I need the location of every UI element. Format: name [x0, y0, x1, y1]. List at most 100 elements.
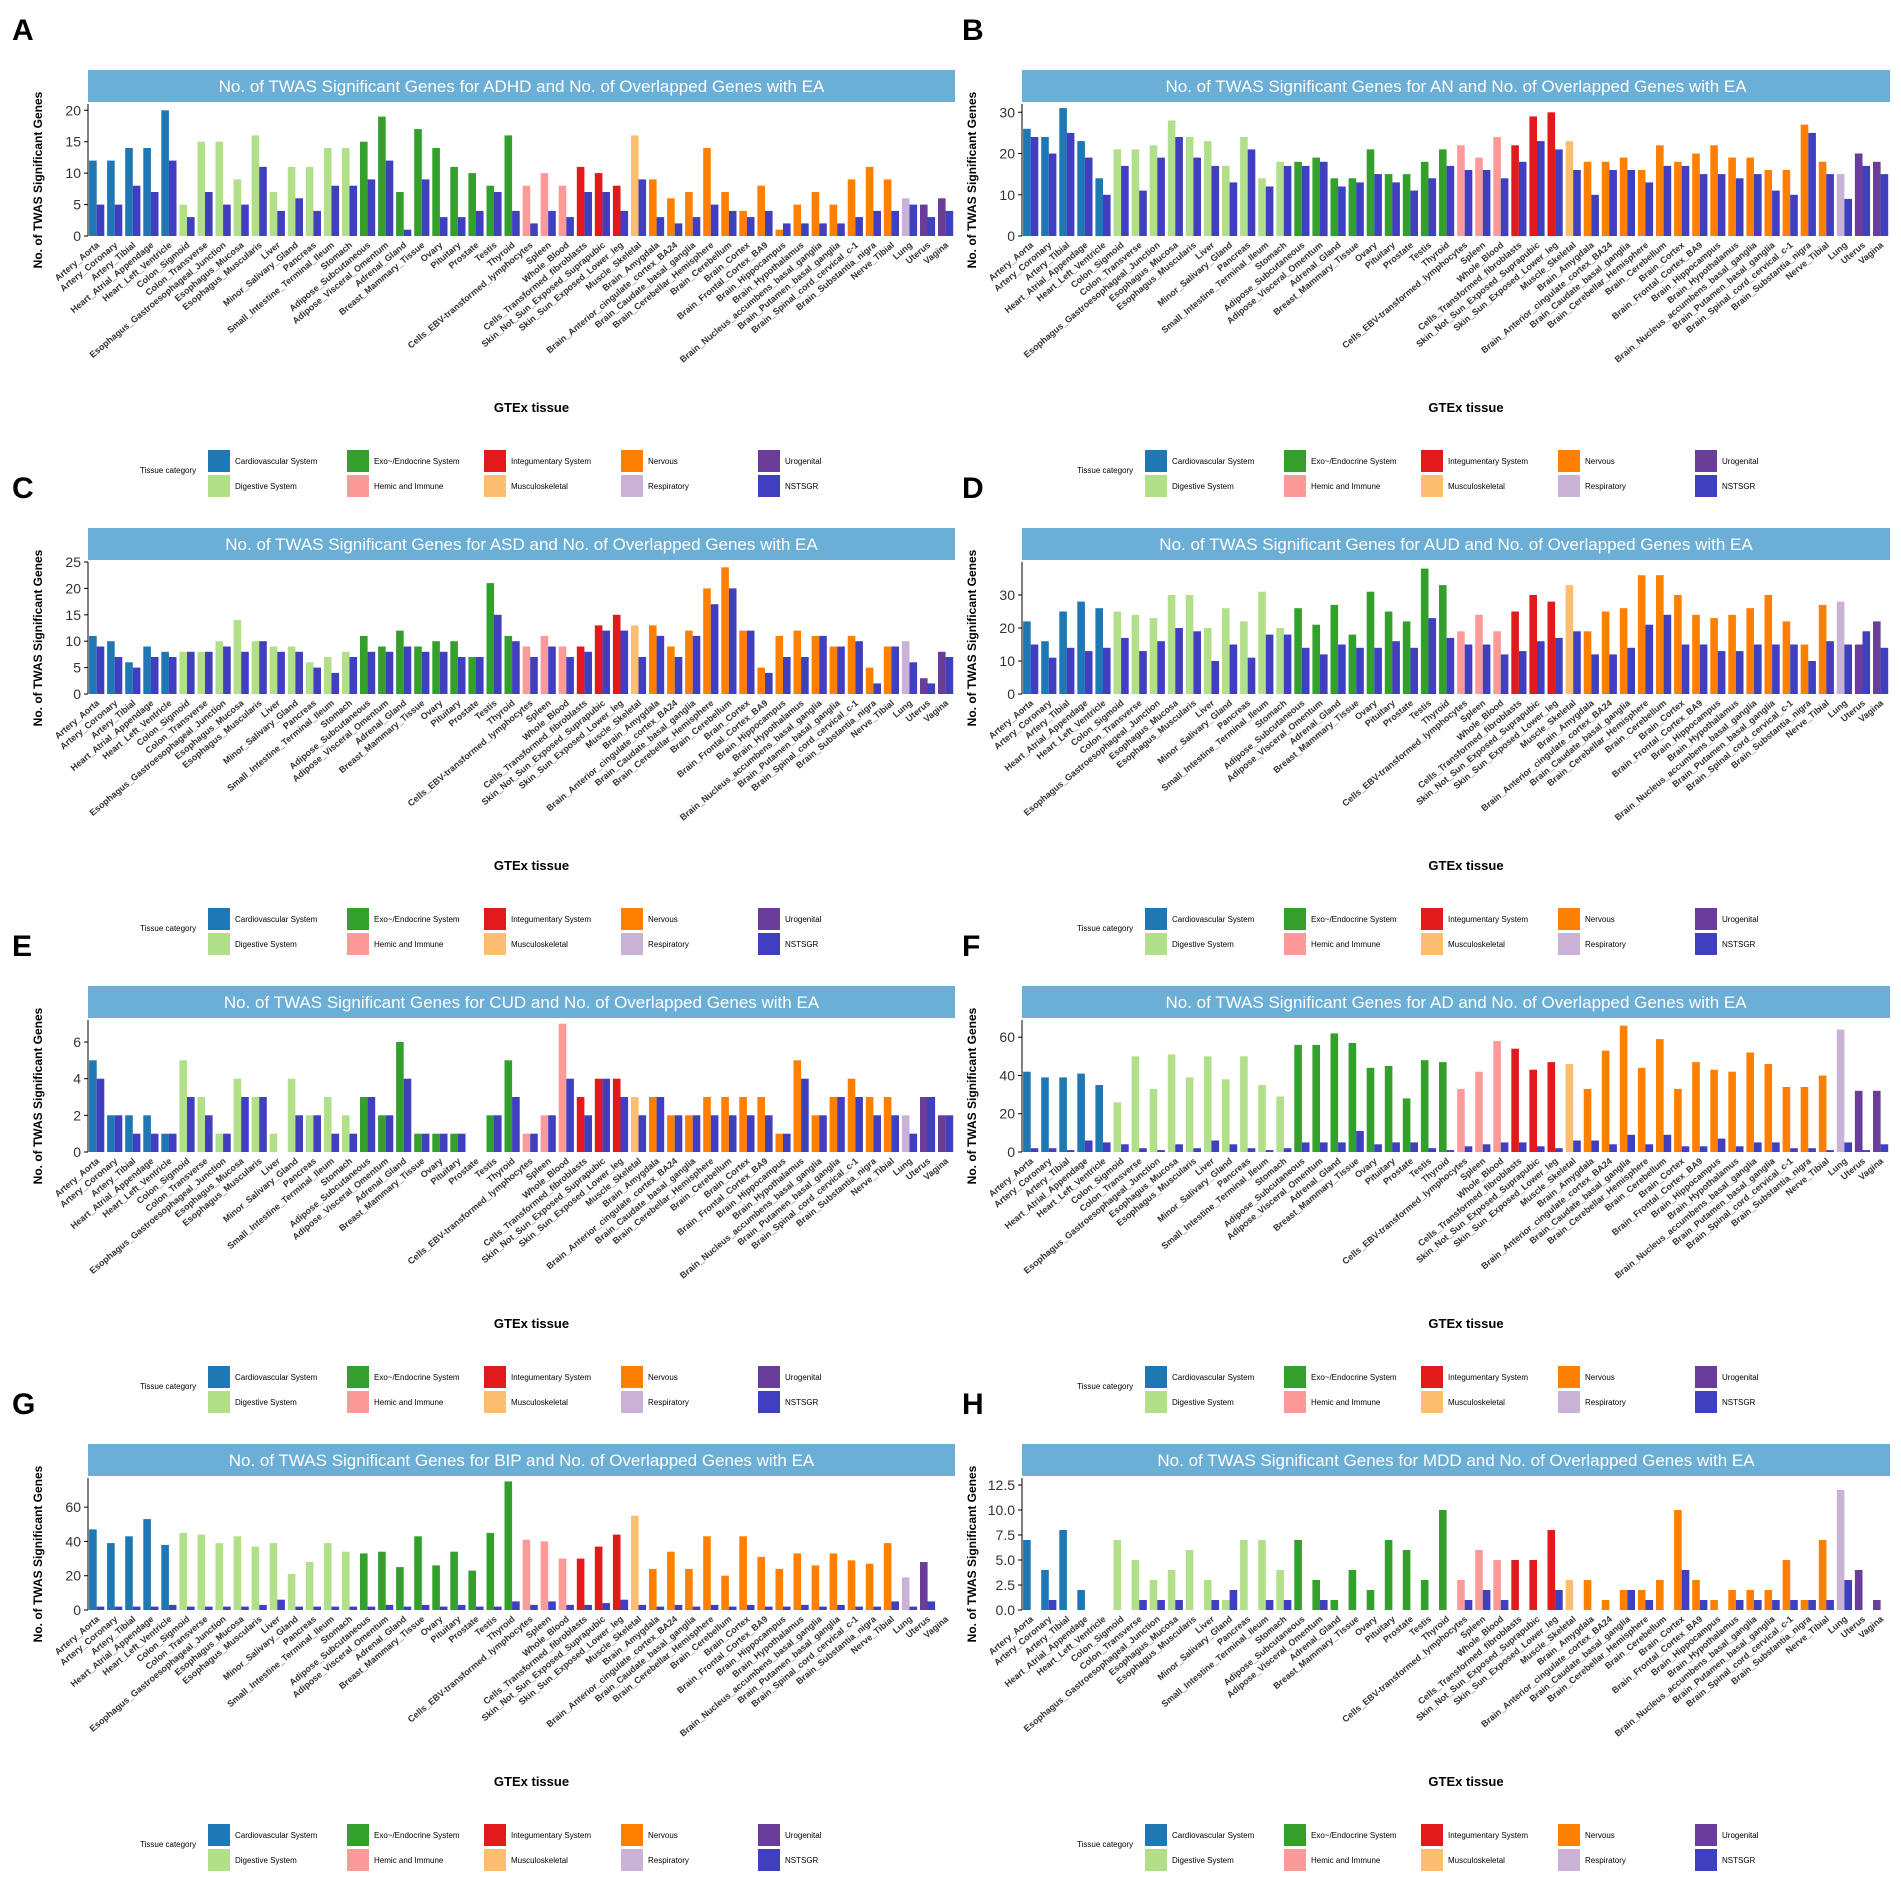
bar-Uterus [920, 1097, 928, 1152]
bar-Muscle_Skeletal [631, 1097, 639, 1152]
overlap-bar-Cells_Transformed_fibroblasts [1518, 651, 1527, 694]
legend-swatch [208, 1366, 230, 1388]
bar-Pancreas [305, 1562, 314, 1610]
overlap-bar-Brain_Hypothalamus [1735, 1146, 1744, 1152]
panel-letter: D [962, 472, 984, 505]
bar-Brain_Amygdala [649, 1097, 657, 1152]
y-tick-label: 7.5 [996, 1527, 1016, 1543]
bar-Vagina [938, 198, 946, 236]
legend-swatch [1421, 1391, 1443, 1413]
overlap-bar-Stomach [1283, 1148, 1292, 1152]
overlap-bar-Brain_Hypothalamus [1735, 651, 1744, 694]
bar-Esophagus_Gastroesophageal_Junction [215, 1133, 224, 1152]
legend-swatch [208, 475, 230, 497]
overlap-bar-Prostate [476, 210, 484, 236]
y-tick-label: 30 [999, 104, 1015, 120]
legend-swatch [1284, 1391, 1306, 1413]
bar-Cells_EBV-transformed_lymphocytes [522, 1539, 531, 1610]
overlap-bar-Esophagus_Muscularis [259, 166, 267, 236]
overlap-bar-Brain_Spinal_cord_cervical_c-1 [855, 217, 863, 236]
bar-Artery_Coronary [1041, 1077, 1049, 1152]
bar-Small_Intestine_Terminal_Ileum [1258, 1540, 1266, 1610]
legend-label: Digestive System [1172, 1856, 1234, 1865]
panel-letter: C [12, 472, 34, 505]
overlap-bar-Adipose_Subcutaneous [367, 651, 376, 694]
overlap-bar-Artery_Coronary [1048, 1600, 1057, 1610]
bar-Brain_Frontal_Cortex_BA9 [757, 1097, 765, 1152]
overlap-bar-Brain_Hypothalamus [1735, 178, 1744, 237]
overlap-bar-Small_Intestine_Terminal_Ileum [331, 1133, 340, 1152]
bar-Cells_EBV-transformed_lymphocytes [1457, 145, 1465, 237]
overlap-bar-Brain_Frontal_Cortex_BA9 [1699, 174, 1708, 236]
overlap-bar-Esophagus_Mucosa [1175, 1144, 1183, 1152]
overlap-bar-Brain_Cerebellum [728, 588, 737, 694]
legend-swatch [1558, 1824, 1580, 1846]
overlap-bar-Skin_Not_Sun_Exposed_Suprapubic [602, 1603, 610, 1610]
overlap-bar-Brain_Putamen_basal_ganglia [1772, 1600, 1780, 1610]
overlap-bar-Brain_Cortex [746, 1115, 755, 1152]
overlap-bar-Skin_Sun_Exposed_Lower_leg [1555, 637, 1563, 694]
overlap-bar-Whole_Blood [566, 1604, 574, 1610]
bar-Artery_Aorta [1023, 1071, 1031, 1152]
bar-Brain_Frontal_Cortex_BA9 [757, 667, 765, 694]
bar-Stomach [1276, 161, 1284, 237]
bar-Esophagus_Gastroesophageal_Junction [1149, 1088, 1158, 1152]
bar-Spleen [1475, 614, 1483, 694]
y-tick-label: 0 [1007, 686, 1015, 702]
overlap-bar-Whole_Blood [1500, 1142, 1509, 1152]
y-tick-label: 0 [73, 228, 81, 244]
x-axis-label: GTEx tissue [1428, 1316, 1503, 1331]
bar-Brain_Cortex [739, 630, 747, 694]
bar-Artery_Aorta [1023, 621, 1031, 694]
legend-label: Respiratory [648, 940, 689, 949]
legend-swatch [1558, 450, 1580, 472]
overlap-bar-Thyroid [1446, 1150, 1455, 1152]
overlap-bar-Breast_Mammary_Tissue [421, 1133, 430, 1152]
bar-Pituitary [1384, 1065, 1393, 1152]
bar-Pituitary [1384, 1540, 1393, 1610]
overlap-bar-Artery_Tibial [132, 1606, 141, 1610]
overlap-bar-Testis [494, 192, 502, 236]
bar-Brain_Substantia_nigra [1800, 124, 1809, 236]
legend-label: Exo~/Endocrine System [374, 457, 460, 466]
bar-Esophagus_Gastroesophageal_Junction [215, 141, 224, 236]
legend-label: NSTSGR [785, 1398, 819, 1407]
overlap-bar-Esophagus_Mucosa [1175, 628, 1183, 694]
bar-Heart_Atrial_Appendage [1077, 601, 1085, 694]
overlap-bar-Colon_Sigmoid [1121, 1144, 1129, 1152]
title-strip [88, 1444, 955, 1476]
bar-Nerve_Tibial [1818, 161, 1827, 237]
bar-Brain_Caudate_basal_ganglia [685, 1568, 693, 1610]
legend-swatch [484, 1366, 506, 1388]
bar-Artery_Tibial [1059, 1530, 1067, 1610]
bar-Lung [901, 198, 910, 236]
legend-swatch [1558, 1849, 1580, 1871]
overlap-bar-Brain_Caudate_basal_ganglia [692, 635, 701, 694]
bar-Ovary [432, 641, 440, 694]
bar-Ovary [1366, 149, 1375, 236]
title-strip [1022, 986, 1890, 1018]
overlap-bar-Muscle_Skeletal [638, 1115, 647, 1152]
bar-Artery_Aorta [89, 1529, 97, 1610]
bar-Muscle_Skeletal [631, 625, 639, 694]
overlap-bar-Brain_Anterior_cingulate_cortex_BA24 [1609, 654, 1617, 694]
chart-title: No. of TWAS Significant Genes for ADHD a… [219, 77, 825, 96]
bar-Brain_Anterior_cingulate_cortex_BA24 [1601, 1600, 1610, 1610]
overlap-bar-Lung [909, 662, 918, 694]
overlap-bar-Brain_Anterior_cingulate_cortex_BA24 [674, 223, 683, 236]
y-axis-label: No. of TWAS Significant Genes [31, 1465, 45, 1642]
bar-Pancreas [305, 166, 314, 236]
overlap-bar-Muscle_Skeletal [1573, 631, 1581, 694]
bar-Adipose_Visceral_Omentum [378, 116, 386, 236]
overlap-bar-Pancreas [1247, 1148, 1256, 1152]
bar-Muscle_Skeletal [1565, 1064, 1574, 1152]
legend-label: NSTSGR [1722, 1398, 1756, 1407]
overlap-bar-Brain_Cerebellar_Hemisphere [1645, 1600, 1654, 1610]
bar-Brain_Frontal_Cortex_BA9 [757, 1556, 765, 1610]
overlap-bar-Brain_Substantia_nigra [1808, 132, 1816, 236]
overlap-bar-Testis [494, 1606, 502, 1610]
overlap-bar-Thyroid [512, 1601, 520, 1610]
bar-Cells_EBV-transformed_lymphocytes [522, 185, 531, 236]
bar-Brain_Nucleus_accumbens_basal_ganglia [811, 635, 820, 694]
x-axis-label: GTEx tissue [494, 1774, 569, 1789]
